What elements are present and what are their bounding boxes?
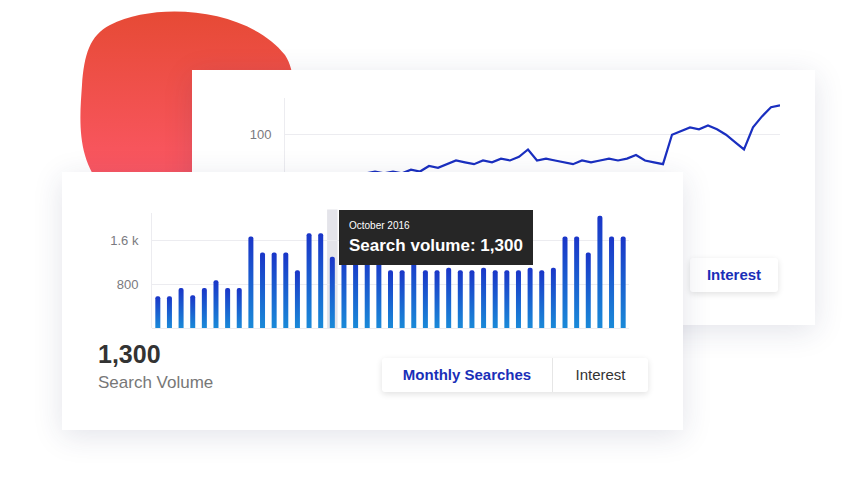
svg-text:800: 800 xyxy=(117,277,139,292)
html-text:Interest: Interest xyxy=(706,266,762,283)
svg-text:100: 100 xyxy=(250,127,272,142)
html-text:1,300: 1,300 xyxy=(98,340,161,368)
svg-text:1.6 k: 1.6 k xyxy=(110,233,139,248)
html-text:Monthly Searches: Monthly Searches xyxy=(402,366,532,383)
html-text:Search Volume: Search Volume xyxy=(98,373,214,392)
svg-text:October 2016Search volume: 1,3: October 2016Search volume: 1,300 xyxy=(349,220,523,255)
html-text:Interest: Interest xyxy=(575,366,626,383)
